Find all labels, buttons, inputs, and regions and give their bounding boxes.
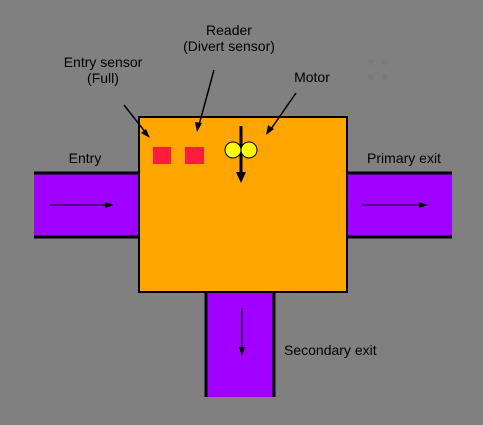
- faint-dots: [368, 59, 388, 80]
- primary-exit-flow-arrow: [362, 202, 428, 208]
- reader-sublabel: (Divert sensor): [183, 38, 275, 54]
- motor-label: Motor: [294, 69, 330, 85]
- entry-sensor-sublabel: (Full): [87, 70, 119, 86]
- reader-sensor: [185, 147, 204, 164]
- entry-label: Entry: [69, 150, 102, 166]
- entry-flow-arrow: [50, 202, 114, 208]
- secondary-exit-conveyor: [204, 291, 276, 397]
- reader-label: Reader: [206, 22, 252, 38]
- motor-callout: [266, 92, 297, 135]
- motor-roller-left: [224, 141, 242, 159]
- entry-sensor-callout: [123, 104, 150, 138]
- diverter-box: [138, 116, 348, 293]
- entry-sensor: [153, 147, 171, 164]
- secondary-exit-flow-arrow: [239, 308, 245, 356]
- secondary-exit-label: Secondary exit: [284, 342, 377, 358]
- entry-sensor-label: Entry sensor: [64, 54, 143, 70]
- primary-exit-label: Primary exit: [367, 150, 441, 166]
- motor-roller-right: [240, 141, 258, 159]
- reader-callout: [195, 69, 215, 132]
